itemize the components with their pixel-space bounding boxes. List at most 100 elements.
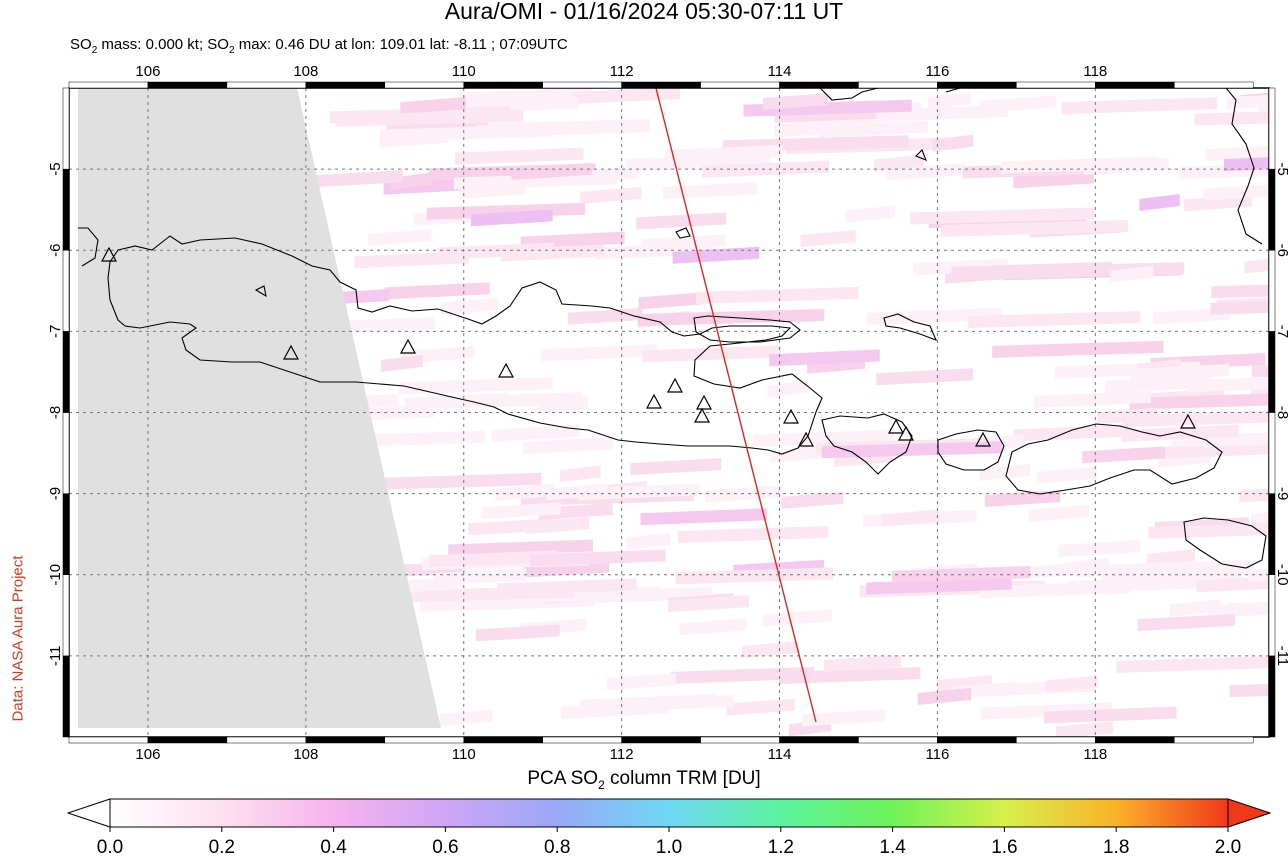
- lat-tick-label-left: -8: [47, 406, 64, 419]
- so2-map: 106 106 108 108 110 110 112 112 114 114 116 116 118 1…: [47, 63, 1288, 760]
- cbar-label-suffix: column TRM [DU]: [604, 768, 761, 789]
- swath-pixel: [638, 292, 703, 310]
- swath-pixel: [1061, 97, 1218, 115]
- so2-swath-layer: [301, 88, 1269, 737]
- colorbar-label: PCA SO2 column TRM [DU]: [0, 768, 1288, 792]
- swath-pixel: [1076, 560, 1255, 578]
- swath-pixel: [1028, 504, 1089, 522]
- border-segment-right: [1268, 250, 1276, 332]
- swath-pixel: [705, 485, 784, 503]
- volcano-icon: [497, 362, 515, 378]
- border-segment-bottom: [463, 736, 543, 744]
- coastline-small-islands: [254, 149, 938, 341]
- lon-tick-label-bottom: 106: [135, 746, 160, 760]
- border-segment-top: [147, 81, 228, 89]
- swath-pixel: [1064, 557, 1110, 575]
- border-segment-right: [1268, 574, 1276, 657]
- swath-pixel: [866, 307, 1002, 325]
- swath-pixel: [453, 172, 617, 190]
- swath-pixel: [642, 345, 781, 363]
- swath-pixel: [606, 673, 676, 691]
- subtitle-sub-1: 2: [91, 45, 98, 56]
- swath-pixel: [1250, 512, 1269, 526]
- lon-tick-label-bottom: 116: [925, 746, 949, 760]
- border-segment-right: [1268, 655, 1276, 738]
- border-segment-bottom: [68, 736, 149, 744]
- border-segment-top: [68, 81, 149, 89]
- lat-tick-label-right: -7: [1274, 325, 1288, 338]
- swath-pixel: [874, 154, 924, 172]
- volcano-icon: [974, 431, 992, 447]
- swath-pixel: [630, 458, 722, 476]
- lon-tick-label-top: 114: [768, 63, 792, 80]
- swath-pixel: [455, 147, 584, 165]
- swath-pixel: [677, 525, 829, 543]
- swath-pixel: [1203, 184, 1269, 201]
- swath-pixel: [497, 578, 637, 596]
- swath-pixel: [1187, 377, 1269, 392]
- border-segment-left: [62, 168, 70, 251]
- subtitle-prefix: SO: [70, 36, 92, 53]
- lat-tick-label-right: -6: [1274, 244, 1288, 257]
- swath-pixel: [670, 666, 815, 684]
- volcano-icon: [399, 338, 417, 354]
- border-segment-top: [779, 81, 859, 89]
- swath-pixel: [909, 207, 1095, 225]
- lon-tick-label-top: 112: [610, 63, 634, 80]
- cbar-label-prefix: PCA SO: [527, 768, 599, 789]
- border-segment-bottom: [542, 736, 622, 744]
- swath-pixel: [640, 508, 767, 526]
- border-segment-left: [62, 655, 70, 738]
- border-segment-left: [62, 493, 70, 575]
- swath-pixel: [1227, 94, 1269, 109]
- swath-pixel: [802, 709, 886, 727]
- swath-pixel: [1116, 656, 1269, 673]
- swath-pixel: [980, 581, 1131, 599]
- volcano-icon: [897, 425, 915, 441]
- swath-pixel: [428, 550, 557, 568]
- swath-pixel: [1147, 548, 1195, 566]
- swath-pixel: [675, 567, 834, 585]
- swath-pixel: [1043, 706, 1177, 724]
- swath-pixel: [770, 445, 829, 463]
- swath-pixel: [375, 472, 542, 490]
- swath-pixel: [1083, 158, 1169, 176]
- lat-tick-label-right: -10: [1274, 564, 1288, 586]
- border-segment-top: [621, 81, 701, 89]
- swath-pixel: [992, 340, 1164, 358]
- swath-pixel: [1239, 488, 1269, 503]
- swath-pixel: [381, 354, 423, 372]
- volcano-markers: [100, 246, 1197, 447]
- colorbar-gradient: [109, 798, 1229, 828]
- swath-pixel: [696, 286, 859, 304]
- swath-pixel: [561, 701, 668, 719]
- lat-tick-label-left: -9: [47, 487, 64, 500]
- swath-pixel: [567, 307, 643, 325]
- swath-pixel: [1248, 568, 1269, 582]
- swath-pixel: [726, 698, 795, 716]
- lon-tick-label-bottom: 108: [293, 746, 318, 760]
- swath-pixel: [1148, 522, 1269, 540]
- colorbar-tick-label: 1.2: [768, 837, 794, 858]
- volcano-icon: [645, 393, 663, 409]
- colorbar-tick-label: 0.2: [209, 837, 235, 858]
- border-segment-bottom: [1174, 736, 1254, 744]
- border-segment-bottom: [1016, 736, 1096, 744]
- swath-pixel: [781, 491, 844, 509]
- lon-tick-label-bottom: 114: [768, 746, 792, 760]
- colorbar-tick-label: 1.8: [1103, 837, 1129, 858]
- swath-pixel: [471, 209, 553, 227]
- colorbar-tick-label: 0.0: [97, 837, 123, 858]
- border-segment-top: [1095, 81, 1175, 89]
- volcano-icon: [693, 407, 711, 423]
- grid-lines: [69, 88, 1269, 737]
- swath-pixel: [1210, 300, 1269, 315]
- swath-pixel: [769, 349, 880, 367]
- lat-tick-label-right: -8: [1274, 406, 1288, 419]
- lat-tick-label-left: -7: [47, 325, 64, 338]
- swath-pixel: [882, 509, 939, 527]
- lat-tick-label-right: -11: [1274, 646, 1288, 667]
- border-segment-bottom: [226, 736, 307, 744]
- volcano-icon: [100, 246, 118, 262]
- lat-tick-label-left: -6: [47, 244, 64, 257]
